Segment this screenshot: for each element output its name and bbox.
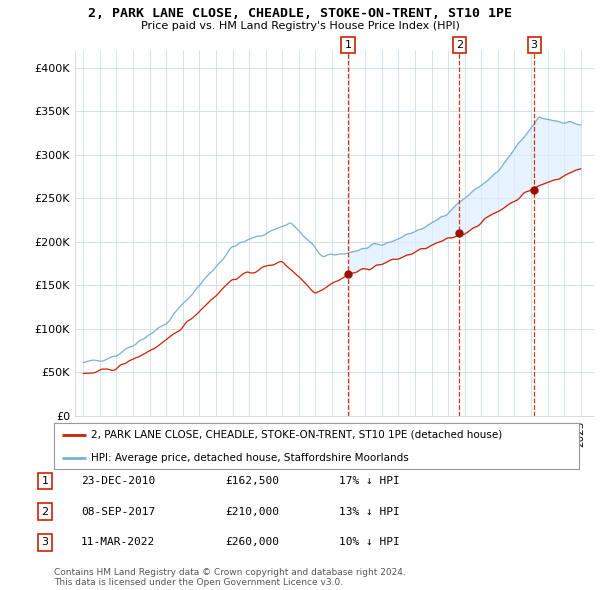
Text: £210,000: £210,000 — [225, 507, 279, 516]
Text: 3: 3 — [41, 537, 49, 547]
Text: 1: 1 — [41, 476, 49, 486]
Text: £162,500: £162,500 — [225, 476, 279, 486]
Text: 2: 2 — [456, 40, 463, 50]
Text: 2: 2 — [41, 507, 49, 516]
Text: 1: 1 — [344, 40, 352, 50]
Text: 2, PARK LANE CLOSE, CHEADLE, STOKE-ON-TRENT, ST10 1PE (detached house): 2, PARK LANE CLOSE, CHEADLE, STOKE-ON-TR… — [91, 430, 502, 440]
Text: 08-SEP-2017: 08-SEP-2017 — [81, 507, 155, 516]
Text: Contains HM Land Registry data © Crown copyright and database right 2024.
This d: Contains HM Land Registry data © Crown c… — [54, 568, 406, 587]
Text: 23-DEC-2010: 23-DEC-2010 — [81, 476, 155, 486]
Text: 17% ↓ HPI: 17% ↓ HPI — [339, 476, 400, 486]
Text: 3: 3 — [530, 40, 538, 50]
Text: 13% ↓ HPI: 13% ↓ HPI — [339, 507, 400, 516]
Text: Price paid vs. HM Land Registry's House Price Index (HPI): Price paid vs. HM Land Registry's House … — [140, 21, 460, 31]
Text: 10% ↓ HPI: 10% ↓ HPI — [339, 537, 400, 547]
Text: 2, PARK LANE CLOSE, CHEADLE, STOKE-ON-TRENT, ST10 1PE: 2, PARK LANE CLOSE, CHEADLE, STOKE-ON-TR… — [88, 7, 512, 20]
Text: HPI: Average price, detached house, Staffordshire Moorlands: HPI: Average price, detached house, Staf… — [91, 453, 409, 463]
Text: 11-MAR-2022: 11-MAR-2022 — [81, 537, 155, 547]
Text: £260,000: £260,000 — [225, 537, 279, 547]
